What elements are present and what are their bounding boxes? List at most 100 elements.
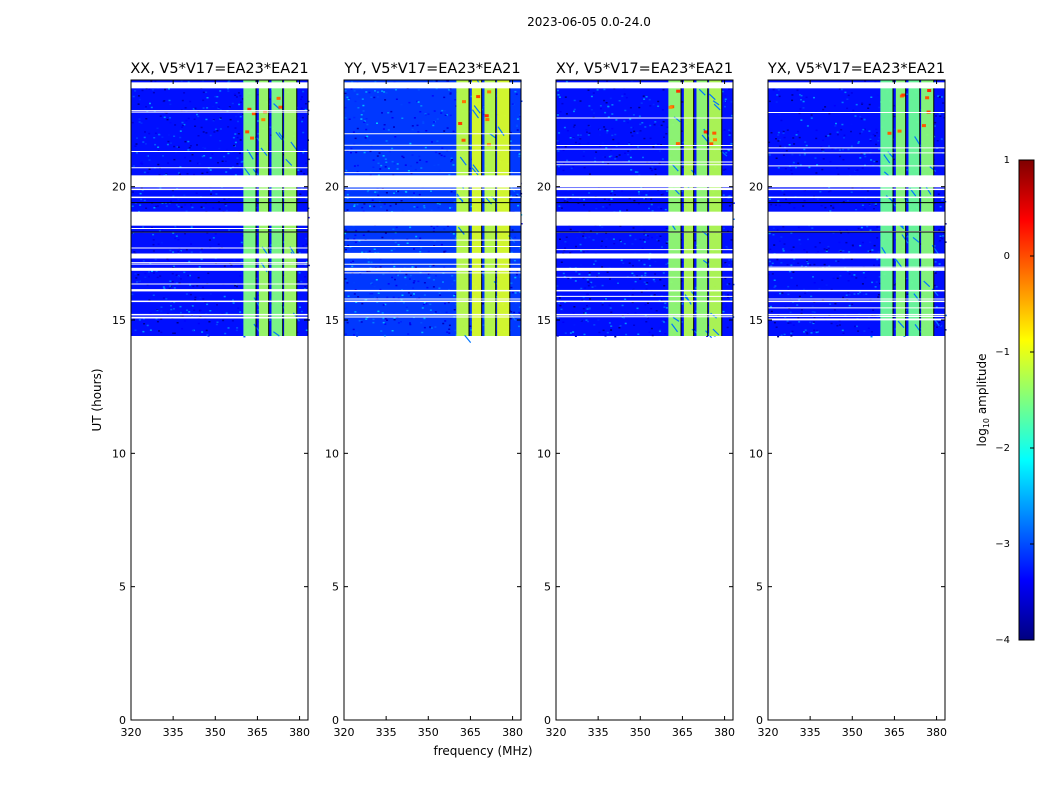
noise-pixel: [443, 228, 446, 230]
noise-pixel: [839, 202, 842, 205]
noise-pixel: [836, 133, 839, 136]
noise-pixel: [135, 152, 138, 154]
noise-pixel: [587, 124, 590, 127]
noise-pixel: [362, 104, 365, 107]
noise-pixel: [614, 335, 617, 338]
axes-frame: [343, 79, 522, 721]
noise-pixel: [183, 320, 186, 322]
noise-pixel: [661, 158, 664, 160]
noise-pixel: [196, 162, 199, 165]
noise-pixel: [835, 260, 838, 262]
noise-pixel: [809, 264, 812, 266]
noise-pixel: [778, 240, 781, 242]
band-streak: [897, 320, 905, 329]
noise-pixel: [821, 298, 824, 301]
noise-pixel: [768, 273, 770, 276]
noise-pixel: [165, 112, 168, 114]
noise-pixel: [190, 243, 193, 245]
noise-pixel: [206, 97, 209, 99]
noise-pixel: [869, 140, 872, 142]
flagged-row: [556, 211, 733, 226]
noise-pixel: [415, 266, 417, 269]
colorbar: 10−1−2−3−4 log10 amplitude: [975, 155, 1035, 646]
axes-frame: [130, 79, 309, 721]
noise-pixel: [810, 117, 813, 119]
noise-pixel: [820, 187, 823, 189]
noise-pixel: [157, 150, 160, 152]
noise-pixel: [160, 318, 163, 320]
noise-pixel: [450, 206, 453, 209]
noise-pixel: [728, 134, 731, 136]
noise-pixel: [385, 161, 388, 163]
y-tick-label: 5: [756, 581, 763, 594]
noise-pixel: [558, 132, 561, 134]
noise-pixel: [175, 282, 178, 284]
noise-pixel: [824, 206, 827, 209]
noise-pixel: [661, 246, 663, 248]
noise-pixel: [482, 302, 484, 305]
noise-pixel: [146, 283, 149, 286]
noise-pixel: [210, 193, 212, 195]
noise-pixel: [628, 160, 630, 162]
noise-pixel: [268, 186, 271, 189]
noise-pixel: [173, 135, 176, 137]
band-streak: [509, 311, 517, 321]
band-streak: [489, 133, 496, 139]
noise-pixel: [210, 189, 213, 192]
noise-pixel: [588, 274, 591, 276]
flagged-row: [131, 253, 308, 259]
noise-pixel: [579, 289, 582, 291]
noise-pixel: [618, 154, 621, 156]
noise-pixel: [173, 301, 176, 304]
noise-pixel: [219, 90, 222, 92]
noise-pixel: [227, 126, 230, 128]
noise-pixel: [227, 81, 230, 83]
noise-pixel: [791, 173, 794, 175]
noise-pixel: [351, 81, 354, 83]
flagged-row: [768, 188, 945, 191]
noise-pixel: [223, 155, 226, 158]
noise-pixel: [867, 270, 870, 272]
noise-pixel: [237, 92, 240, 94]
noise-pixel: [573, 306, 576, 308]
noise-pixel: [236, 163, 239, 165]
noise-pixel: [831, 192, 834, 194]
noise-pixel: [424, 113, 427, 115]
noise-pixel: [430, 225, 433, 227]
noise-pixel: [159, 275, 162, 277]
noise-pixel: [650, 307, 653, 310]
noise-pixel: [193, 118, 196, 120]
noise-pixel: [820, 146, 823, 148]
noise-pixel: [630, 169, 633, 171]
noise-pixel: [654, 273, 657, 275]
noise-pixel: [482, 324, 485, 326]
noise-pixel: [421, 331, 424, 334]
noise-pixel: [559, 238, 561, 240]
noise-pixel: [558, 297, 561, 299]
noise-pixel: [468, 167, 471, 170]
noise-pixel: [137, 103, 140, 105]
noise-pixel: [444, 302, 446, 305]
noise-pixel: [148, 132, 151, 135]
noise-pixel: [576, 236, 579, 239]
noise-pixel: [516, 152, 519, 155]
noise-pixel: [787, 164, 790, 166]
noise-pixel: [165, 205, 168, 207]
noise-pixel: [256, 153, 259, 155]
noise-pixel: [728, 205, 731, 207]
noise-pixel: [815, 129, 818, 132]
noise-pixel: [803, 194, 806, 197]
panel-title: YY, V5*V17=EA23*EA21: [343, 61, 520, 77]
noise-pixel: [722, 294, 725, 296]
noise-pixel: [134, 145, 137, 147]
noise-pixel: [583, 150, 585, 153]
noise-pixel: [604, 156, 606, 158]
noise-pixel: [355, 301, 358, 303]
noise-pixel: [804, 292, 807, 295]
noise-pixel: [657, 240, 660, 242]
noise-pixel: [402, 302, 405, 304]
noise-pixel: [302, 151, 305, 154]
noise-pixel: [214, 262, 217, 264]
